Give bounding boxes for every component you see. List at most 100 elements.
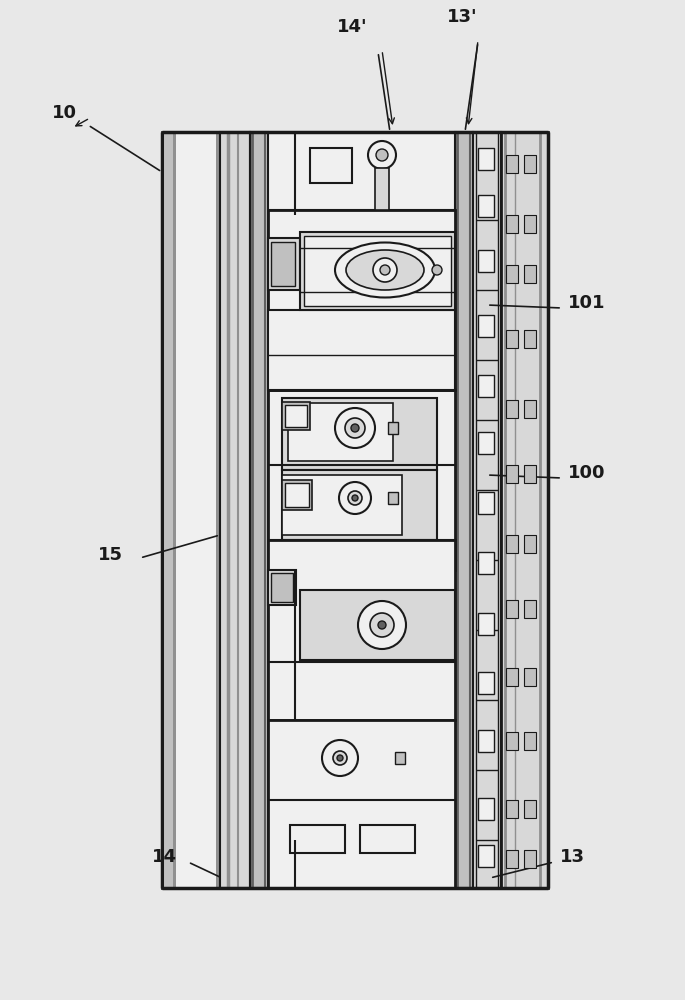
- Bar: [162, 132, 220, 888]
- Bar: [395, 752, 405, 764]
- Bar: [478, 730, 494, 752]
- Circle shape: [376, 149, 388, 161]
- Bar: [501, 132, 548, 888]
- Bar: [220, 132, 250, 888]
- Bar: [478, 672, 494, 694]
- Bar: [478, 552, 494, 574]
- Bar: [310, 148, 352, 183]
- Bar: [285, 483, 309, 507]
- Bar: [285, 405, 307, 427]
- Circle shape: [348, 491, 362, 505]
- Bar: [282, 480, 312, 510]
- Bar: [271, 573, 293, 602]
- Bar: [478, 798, 494, 820]
- Bar: [288, 403, 393, 461]
- Bar: [165, 132, 173, 888]
- Bar: [506, 330, 518, 348]
- Bar: [478, 375, 494, 397]
- Bar: [304, 236, 451, 306]
- Bar: [478, 195, 494, 217]
- Bar: [524, 215, 536, 233]
- Bar: [173, 132, 176, 888]
- Text: 14: 14: [152, 848, 177, 866]
- Bar: [268, 720, 455, 888]
- Text: 13: 13: [560, 848, 585, 866]
- Bar: [455, 132, 473, 888]
- Bar: [176, 132, 216, 888]
- Bar: [524, 850, 536, 868]
- Bar: [478, 250, 494, 272]
- Bar: [506, 215, 518, 233]
- Text: 101: 101: [568, 294, 606, 312]
- Bar: [506, 535, 518, 553]
- Bar: [524, 265, 536, 283]
- Circle shape: [339, 482, 371, 514]
- Ellipse shape: [335, 242, 435, 298]
- Circle shape: [335, 408, 375, 448]
- Circle shape: [368, 141, 396, 169]
- Bar: [300, 590, 455, 660]
- Bar: [506, 732, 518, 750]
- Bar: [282, 402, 310, 430]
- Circle shape: [370, 613, 394, 637]
- Bar: [473, 132, 501, 888]
- Bar: [250, 132, 268, 888]
- Bar: [282, 475, 402, 535]
- Text: 14': 14': [337, 18, 367, 36]
- Bar: [478, 315, 494, 337]
- Bar: [524, 535, 536, 553]
- Bar: [506, 850, 518, 868]
- Text: 100: 100: [568, 464, 606, 482]
- Circle shape: [337, 755, 343, 761]
- Bar: [388, 422, 398, 434]
- Bar: [506, 465, 518, 483]
- Bar: [524, 465, 536, 483]
- Circle shape: [351, 424, 359, 432]
- Bar: [375, 168, 389, 210]
- Bar: [524, 800, 536, 818]
- Bar: [360, 825, 415, 853]
- Ellipse shape: [346, 250, 424, 290]
- Text: 15: 15: [98, 546, 123, 564]
- Bar: [506, 400, 518, 418]
- Bar: [268, 238, 300, 290]
- Circle shape: [322, 740, 358, 776]
- Circle shape: [432, 265, 442, 275]
- Bar: [478, 148, 494, 170]
- Text: 10: 10: [52, 104, 77, 122]
- Bar: [268, 210, 455, 390]
- Bar: [268, 310, 455, 390]
- Bar: [290, 825, 345, 853]
- Bar: [524, 400, 536, 418]
- Bar: [271, 242, 295, 286]
- Bar: [388, 492, 398, 504]
- Circle shape: [358, 601, 406, 649]
- Circle shape: [352, 495, 358, 501]
- Bar: [524, 155, 536, 173]
- Bar: [268, 132, 455, 888]
- Circle shape: [380, 265, 390, 275]
- Circle shape: [378, 621, 386, 629]
- Bar: [524, 330, 536, 348]
- Circle shape: [373, 258, 397, 282]
- Bar: [478, 613, 494, 635]
- Circle shape: [345, 418, 365, 438]
- Bar: [282, 470, 437, 540]
- Bar: [268, 570, 296, 605]
- Bar: [524, 732, 536, 750]
- Bar: [524, 600, 536, 618]
- Bar: [506, 600, 518, 618]
- Bar: [478, 492, 494, 514]
- Bar: [268, 540, 455, 720]
- Circle shape: [333, 751, 347, 765]
- Bar: [478, 845, 494, 867]
- Bar: [506, 800, 518, 818]
- Bar: [506, 155, 518, 173]
- Bar: [282, 398, 437, 470]
- Bar: [268, 390, 455, 570]
- Bar: [506, 265, 518, 283]
- Bar: [216, 132, 220, 888]
- Bar: [478, 432, 494, 454]
- Bar: [300, 232, 455, 310]
- Bar: [506, 668, 518, 686]
